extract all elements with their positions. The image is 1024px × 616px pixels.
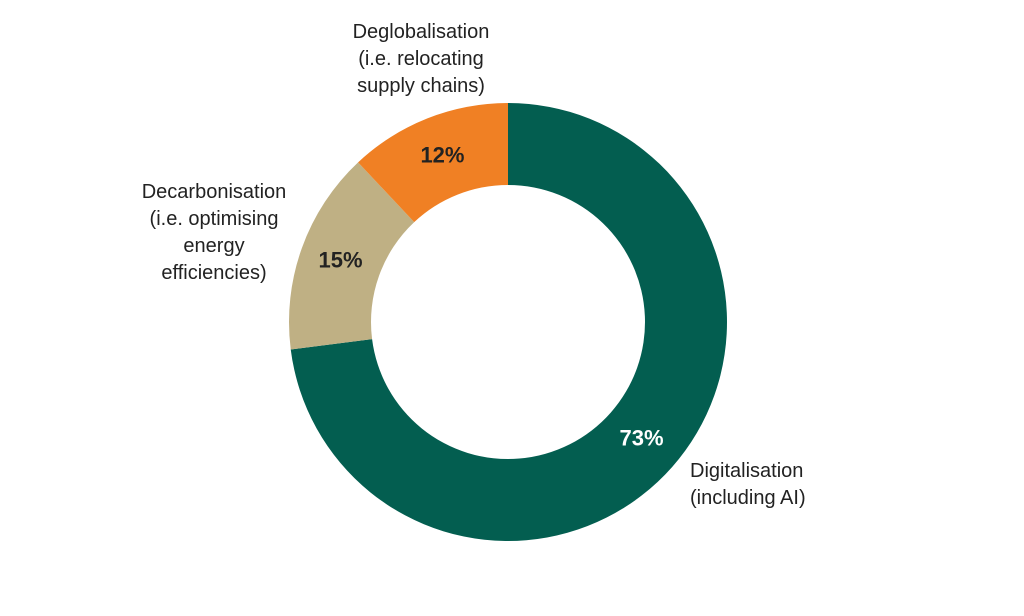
category-label: Deglobalisation (i.e. relocating supply ch… — [353, 21, 490, 97]
donut-segment — [358, 103, 508, 223]
value-label: 73% — [619, 426, 663, 451]
category-label-line: Decarbonisation — [142, 181, 287, 203]
category-label-line: (i.e. relocating — [358, 48, 484, 70]
donut-segment — [289, 162, 415, 350]
category-label-line: Digitalisation — [690, 460, 803, 482]
category-label-line: energy — [183, 235, 244, 257]
category-label-line: (i.e. optimising — [150, 208, 279, 230]
category-label-line: Deglobalisation — [353, 21, 490, 43]
value-label: 12% — [420, 142, 464, 167]
category-label-line: efficiencies) — [161, 262, 266, 284]
value-label: 15% — [318, 248, 362, 273]
donut-segment — [290, 103, 727, 541]
category-label-line: (including AI) — [690, 487, 806, 509]
category-label: Digitalisation (including AI) — [690, 460, 806, 509]
category-label: Decarbonisation (i.e. optimising energy eff… — [142, 181, 287, 284]
category-label-line: supply chains) — [357, 75, 485, 97]
